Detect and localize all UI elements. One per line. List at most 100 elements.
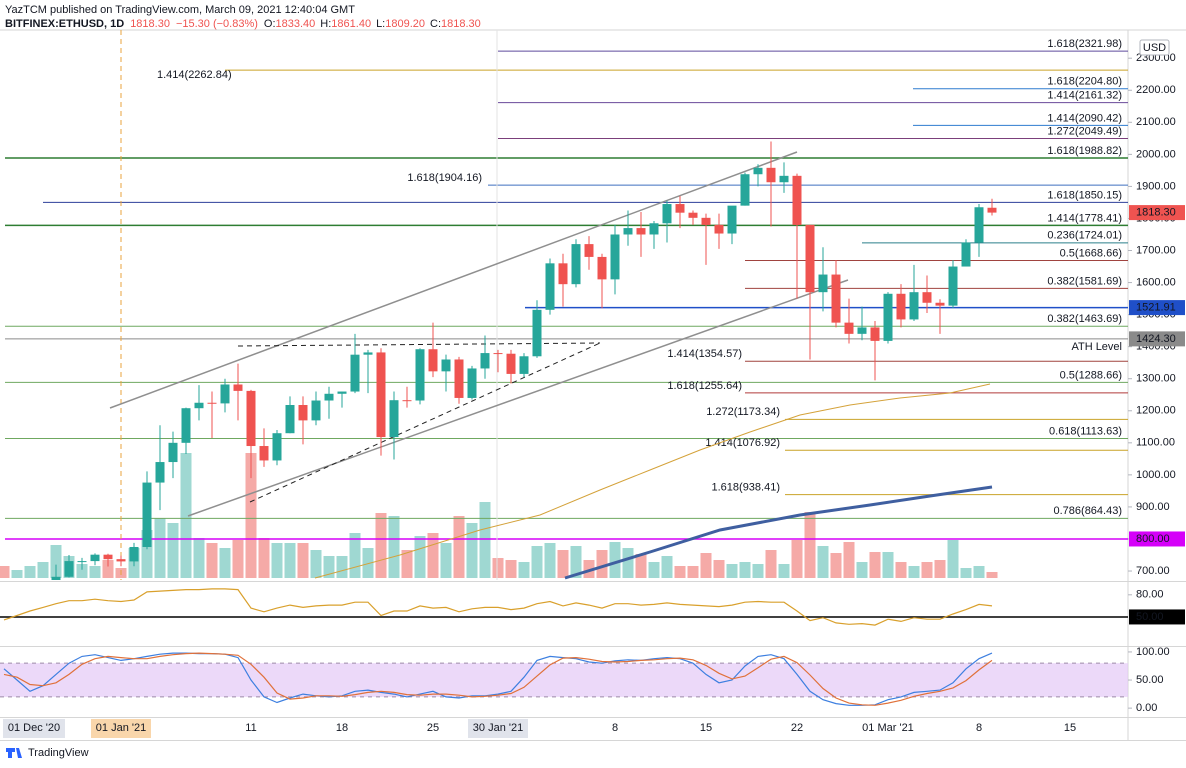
volume-bar — [167, 523, 179, 578]
candle-body — [142, 482, 152, 547]
volume-bar — [700, 553, 712, 578]
volume-bar — [934, 560, 946, 578]
logo-mark — [6, 748, 22, 758]
volume-bar — [570, 546, 582, 578]
volume-bar — [11, 570, 23, 578]
volume-bar — [245, 453, 257, 578]
o-value: 1833.40 — [276, 18, 316, 30]
y-tick-label: 80.00 — [1136, 589, 1164, 601]
candle-body — [454, 359, 464, 398]
level-label: 0.618(1113.63) — [1049, 425, 1122, 437]
candle-body — [64, 561, 74, 577]
indicator-line — [3, 652, 993, 706]
volume-bar — [921, 562, 933, 578]
last-price-badge — [1129, 205, 1185, 221]
candle-body — [363, 352, 373, 355]
c-value: 1818.30 — [441, 18, 481, 30]
candle-body — [935, 302, 945, 306]
volume-bar — [882, 552, 894, 578]
volume-bar — [791, 540, 803, 578]
level-label: 1.618(1988.82) — [1047, 145, 1122, 157]
y-tick-label: 2100.00 — [1136, 116, 1176, 128]
level-label: 1.414(2262.84) — [157, 69, 232, 81]
y-tick-label: 2200.00 — [1136, 84, 1176, 96]
volume-bar — [505, 560, 517, 578]
candle-body — [493, 353, 503, 355]
level-label: 0.5(1288.66) — [1060, 369, 1122, 381]
volume-bar — [687, 566, 699, 578]
candle-body — [298, 405, 308, 421]
candle-body — [805, 224, 815, 293]
level-label: 0.236(1724.01) — [1047, 230, 1122, 242]
change: −15.30 (−0.83%) — [176, 18, 258, 30]
x-start-label: 01 Dec '20 — [8, 722, 60, 734]
band — [0, 663, 1128, 697]
candle-body — [974, 207, 984, 243]
level-label: ATH Level — [1071, 341, 1122, 353]
candle-body — [207, 402, 217, 404]
candle-body — [77, 561, 87, 563]
candle-body — [844, 322, 854, 334]
candle-body — [883, 293, 893, 341]
x-tick-label: 15 — [700, 722, 712, 734]
candle-body — [792, 175, 802, 225]
candle-body — [428, 349, 438, 372]
x-tick-label: 30 Jan '21 — [473, 722, 523, 734]
candle-body — [753, 167, 763, 175]
price-badge-label: 800.00 — [1136, 533, 1170, 545]
candle-body — [740, 174, 750, 206]
indicator-layer — [0, 588, 1128, 706]
candle-body — [168, 442, 178, 463]
level-label: 0.786(864.43) — [1054, 505, 1123, 517]
price-badge-label: 1521.91 — [1136, 301, 1176, 313]
volume-bar — [349, 533, 361, 578]
candle-body — [90, 554, 100, 562]
volume-bar — [661, 556, 673, 578]
footer-brand: TradingView — [28, 747, 89, 759]
currency-box — [1139, 39, 1170, 56]
volume-bar — [414, 536, 426, 578]
volume-bar — [479, 502, 491, 578]
volume-bar — [466, 523, 478, 578]
h-label: H: — [320, 18, 331, 30]
volume-bar — [219, 548, 231, 578]
volume-bar — [193, 538, 205, 578]
level-label: 1.618(2204.80) — [1047, 76, 1122, 88]
volume-bar — [817, 546, 829, 578]
moving-average — [314, 383, 991, 579]
volume-bar — [284, 543, 296, 578]
candle-body — [272, 433, 282, 461]
volume-bar — [440, 543, 452, 578]
channel-lower — [187, 279, 849, 517]
level-label: 1.618(1904.16) — [407, 172, 482, 184]
candle-body — [714, 224, 724, 234]
level-label: 1.618(1255.64) — [667, 380, 742, 392]
candle-body — [246, 390, 256, 447]
price-badge-label: 1424.30 — [1136, 333, 1176, 345]
volume-bar — [232, 540, 244, 578]
price-badge — [1129, 531, 1185, 547]
level-label: 0.382(1463.69) — [1047, 313, 1122, 325]
volume-bar — [648, 562, 660, 578]
y-tick-label: 1200.00 — [1136, 405, 1176, 417]
candle-body — [779, 175, 789, 183]
x-label-box — [468, 719, 528, 738]
level-label: 0.5(1668.66) — [1060, 247, 1122, 259]
candle-body — [181, 408, 191, 443]
x-tick-label: 8 — [976, 722, 982, 734]
candle-body — [961, 242, 971, 267]
symbol-line: BITFINEX:ETHUSD, 1D 1818.30 −15.30 (−0.83%… — [5, 18, 481, 30]
last-price-label: 1818.30 — [1136, 207, 1176, 219]
levels-layer: 1.618(2321.98) 1.414(2262.84) 1.618(2204.8… — [5, 38, 1128, 540]
price-badge — [1129, 300, 1185, 316]
volume-bar — [908, 566, 920, 578]
volume-bar — [583, 560, 595, 578]
h-value: 1861.40 — [331, 18, 371, 30]
candle-body — [480, 353, 490, 369]
candle-body — [571, 244, 581, 285]
level-label: 1.618(938.41) — [712, 482, 781, 494]
y-tick-label: 2000.00 — [1136, 148, 1176, 160]
volume-bar — [869, 552, 881, 578]
volume-bar — [622, 548, 634, 578]
candle-body — [402, 400, 412, 402]
